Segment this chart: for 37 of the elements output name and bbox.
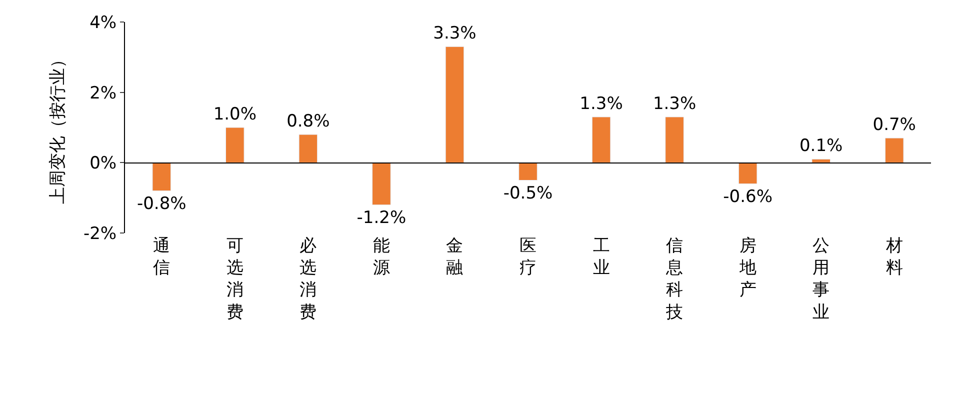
data-label: 0.8% bbox=[286, 112, 330, 132]
bar bbox=[738, 162, 758, 184]
y-tick-label: 0% bbox=[90, 154, 117, 174]
data-label: 3.3% bbox=[433, 24, 476, 44]
x-tick-label: 房地产 bbox=[738, 236, 756, 300]
bar bbox=[226, 127, 244, 163]
x-tick-label: 医疗 bbox=[520, 236, 536, 278]
data-label: 0.7% bbox=[872, 115, 916, 136]
x-tick-label: 金融 bbox=[446, 236, 464, 278]
x-tick-label: 信息科技 bbox=[665, 236, 684, 322]
data-label: 1.3% bbox=[580, 94, 623, 114]
data-label: -0.8% bbox=[136, 194, 186, 214]
y-tick-label: 2% bbox=[90, 83, 117, 104]
x-tick-label: 能源 bbox=[372, 236, 390, 278]
data-label: -0.6% bbox=[723, 186, 772, 207]
y-axis-title: 上周变化（按行业） bbox=[48, 51, 68, 204]
x-tick-label: 必选消费 bbox=[300, 236, 317, 322]
bar bbox=[298, 134, 318, 163]
bar bbox=[665, 116, 684, 163]
bar bbox=[372, 162, 391, 206]
data-label: 1.0% bbox=[213, 104, 257, 124]
data-label: -0.5% bbox=[503, 183, 553, 204]
bar bbox=[884, 138, 904, 163]
y-tick-label: -2% bbox=[83, 224, 117, 244]
bar bbox=[592, 116, 611, 163]
data-label: 0.1% bbox=[799, 136, 843, 156]
x-tick-label: 公用事业 bbox=[812, 236, 830, 322]
x-tick-label: 通信 bbox=[153, 236, 170, 278]
y-tick-label: 4% bbox=[90, 12, 117, 33]
x-tick-label: 材料 bbox=[884, 236, 903, 278]
bar bbox=[445, 46, 464, 163]
data-label: -1.2% bbox=[356, 208, 406, 228]
x-tick-label: 可选消费 bbox=[226, 236, 244, 322]
bar bbox=[518, 162, 538, 180]
bar bbox=[152, 162, 172, 192]
x-tick-label: 工业 bbox=[592, 236, 610, 278]
data-label: 1.3% bbox=[652, 94, 696, 114]
